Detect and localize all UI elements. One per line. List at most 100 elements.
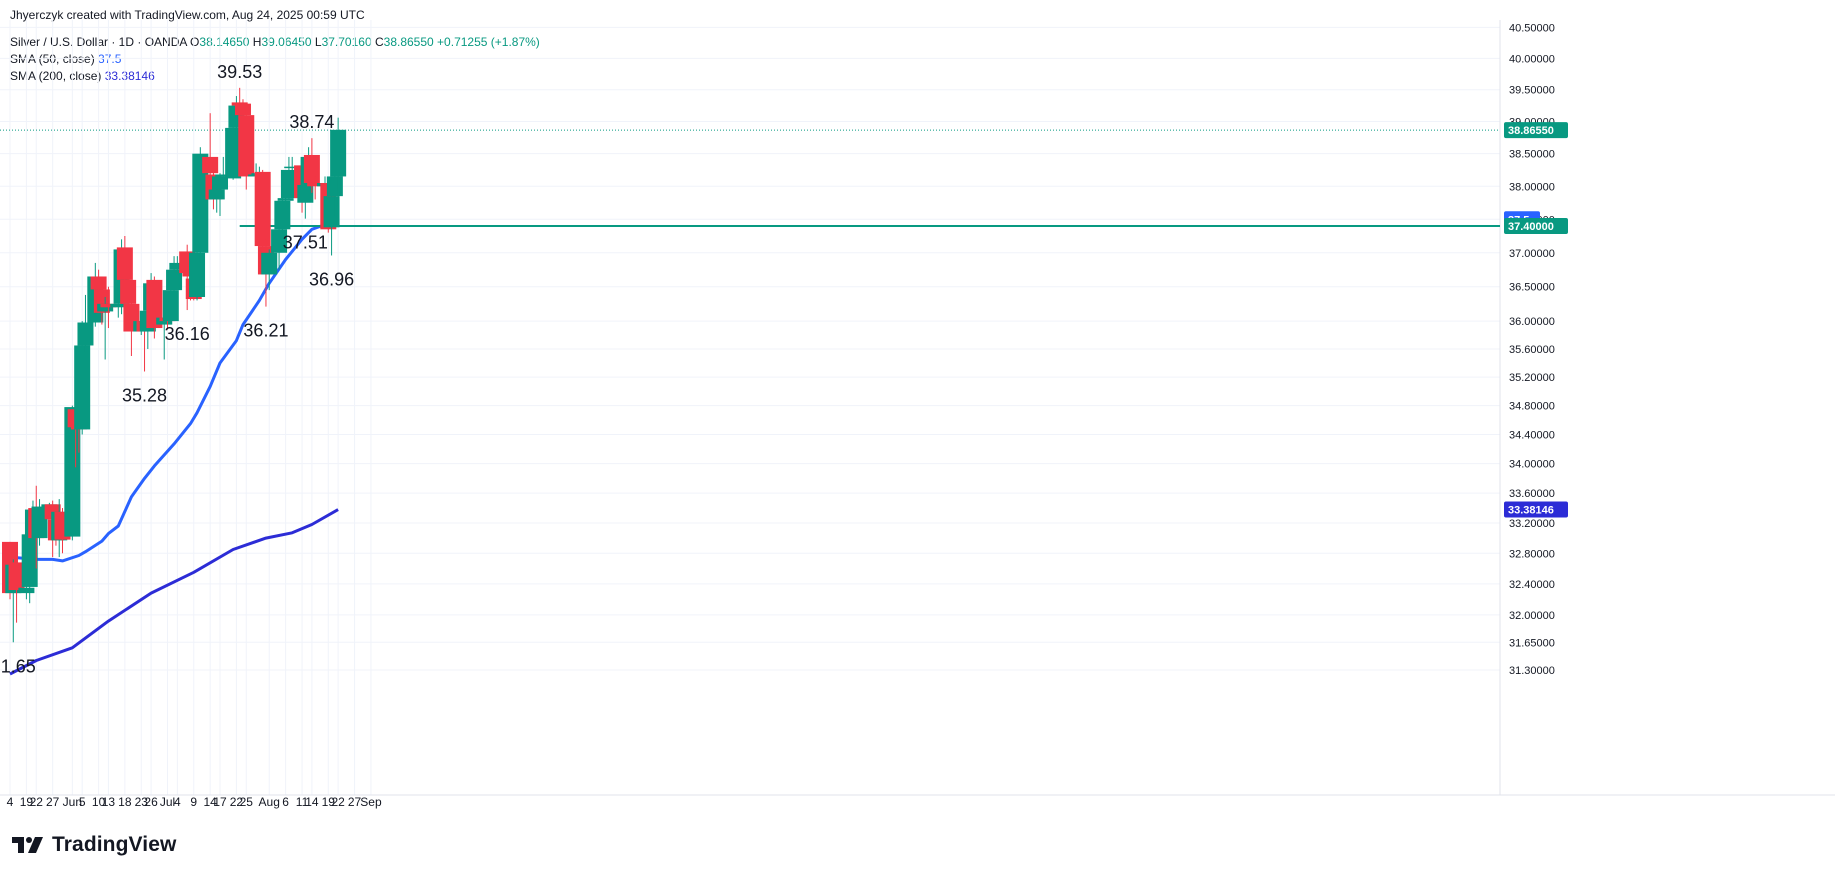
candle-body <box>74 345 91 430</box>
price-annotation: 36.16 <box>165 324 210 344</box>
x-tick-label: 4 <box>7 795 14 809</box>
axis-price-label-text: 37.40000 <box>1508 221 1554 233</box>
y-tick-label: 32.40000 <box>1509 579 1555 591</box>
candle-body <box>274 200 291 230</box>
candle-body <box>202 156 219 174</box>
ohlc-open: 38.14650 <box>199 35 250 49</box>
candle-body <box>156 317 173 325</box>
candle-body <box>31 506 48 539</box>
annotations: 31.65 35.28 36.16 39.53 36.21 38.74 37.51 36.96 <box>0 62 354 676</box>
candle-body <box>307 182 324 187</box>
candle-body <box>280 169 297 199</box>
sma200-value: 33.38146 <box>104 69 155 83</box>
candle <box>297 178 314 219</box>
sma200-legend[interactable]: SMA (200, close) 33.38146 <box>10 69 155 83</box>
x-tick-label: 10 <box>92 795 106 809</box>
x-tick-label: Jul <box>160 795 175 809</box>
axis-price-label: 33.38146 <box>1504 501 1568 518</box>
ohlc-high-label: H <box>252 35 262 49</box>
x-tick-label: 9 <box>190 795 197 809</box>
candle <box>192 147 209 263</box>
candle-body <box>64 407 81 537</box>
y-tick-label: 33.20000 <box>1509 518 1555 530</box>
ohlc-close: 38.86550 <box>383 35 434 49</box>
candle-body <box>189 252 206 297</box>
candle-body <box>261 252 278 275</box>
candle <box>166 256 183 294</box>
candle <box>97 296 114 360</box>
y-tick-label: 35.60000 <box>1509 344 1555 356</box>
candle-body <box>192 153 209 253</box>
y-tick-label: 40.50000 <box>1509 22 1555 34</box>
candle-body <box>100 303 117 308</box>
x-tick-label: 27 <box>348 795 362 809</box>
y-tick-label: 39.50000 <box>1509 85 1555 97</box>
price-annotation: 31.65 <box>0 656 36 676</box>
candle-body <box>297 184 314 203</box>
candle <box>189 247 206 301</box>
x-tick-label: 14 <box>305 795 319 809</box>
candle <box>261 249 278 291</box>
x-tick-label: 23 <box>135 795 149 809</box>
x-tick-label: 19 <box>322 795 336 809</box>
symbol-legend[interactable]: Silver / U.S. Dollar · 1D · OANDA O38.14… <box>10 35 540 49</box>
y-tick-label: 36.50000 <box>1509 282 1555 294</box>
y-tick-label: 32.00000 <box>1509 610 1555 622</box>
candle-body <box>208 189 225 200</box>
x-tick-label: 26 <box>144 795 158 809</box>
price-annotation: 36.21 <box>243 321 288 341</box>
x-tick-label: Jun <box>63 795 82 809</box>
axis-price-label: 38.86550 <box>1504 122 1568 139</box>
candle <box>225 118 242 180</box>
y-tick-label: 34.80000 <box>1509 401 1555 413</box>
ohlc-low-label: L <box>314 35 322 49</box>
x-tick-label: 22 <box>230 795 244 809</box>
candle-body <box>116 247 133 280</box>
x-tick-label: 25 <box>240 795 254 809</box>
axis-price-label-bg <box>1504 217 1568 234</box>
axis-price-label-text: 33.38146 <box>1508 504 1554 516</box>
price-annotation: 35.28 <box>122 385 167 405</box>
y-tick-label: 37.00000 <box>1509 248 1555 260</box>
price-annotation: 37.51 <box>283 233 328 253</box>
y-tick-label: 34.00000 <box>1509 459 1555 471</box>
y-tick-label: 32.80000 <box>1509 548 1555 560</box>
x-tick-label: 13 <box>102 795 116 809</box>
candle-body <box>215 174 232 177</box>
candle-body <box>225 127 242 179</box>
tradingview-logo[interactable]: TradingView <box>12 833 176 857</box>
y-tick-label: 31.30000 <box>1509 665 1555 677</box>
candle <box>330 117 347 207</box>
price-annotation: 36.96 <box>309 269 354 289</box>
axis-price-label-bg <box>1504 501 1568 518</box>
axis-price-label: 37.40000 <box>1504 217 1568 234</box>
author-credit: Jhyerczyk created with TradingView.com, … <box>10 8 365 22</box>
price-annotation: 38.74 <box>289 112 334 132</box>
candle-body <box>166 269 183 291</box>
candle-body <box>97 303 114 312</box>
x-tick-label: 6 <box>282 795 289 809</box>
candle <box>77 294 94 353</box>
candle-body <box>323 196 340 228</box>
candle-body <box>284 166 301 169</box>
x-tick-label: 11 <box>296 795 309 809</box>
y-tick-label: 33.60000 <box>1509 488 1555 500</box>
candle-body <box>271 229 288 253</box>
candle <box>169 256 186 274</box>
y-tick-label: 36.00000 <box>1509 316 1555 328</box>
x-tick-label: 22 <box>30 795 44 809</box>
candle <box>274 196 291 233</box>
y-tick-label: 38.00000 <box>1509 181 1555 193</box>
candle-body <box>234 103 251 116</box>
sma200-line <box>9 508 339 676</box>
candle-body <box>110 303 127 308</box>
x-tick-label: 14 <box>203 795 217 809</box>
x-tick-label: 17 <box>213 795 227 809</box>
candles <box>2 87 347 643</box>
sma50-line <box>9 217 339 563</box>
axes: 31.30000 31.65000 32.00000 32.40000 32.80000… <box>0 20 1835 809</box>
sma200-label: SMA (200, close) <box>10 69 102 83</box>
grid-lines <box>0 20 1500 795</box>
